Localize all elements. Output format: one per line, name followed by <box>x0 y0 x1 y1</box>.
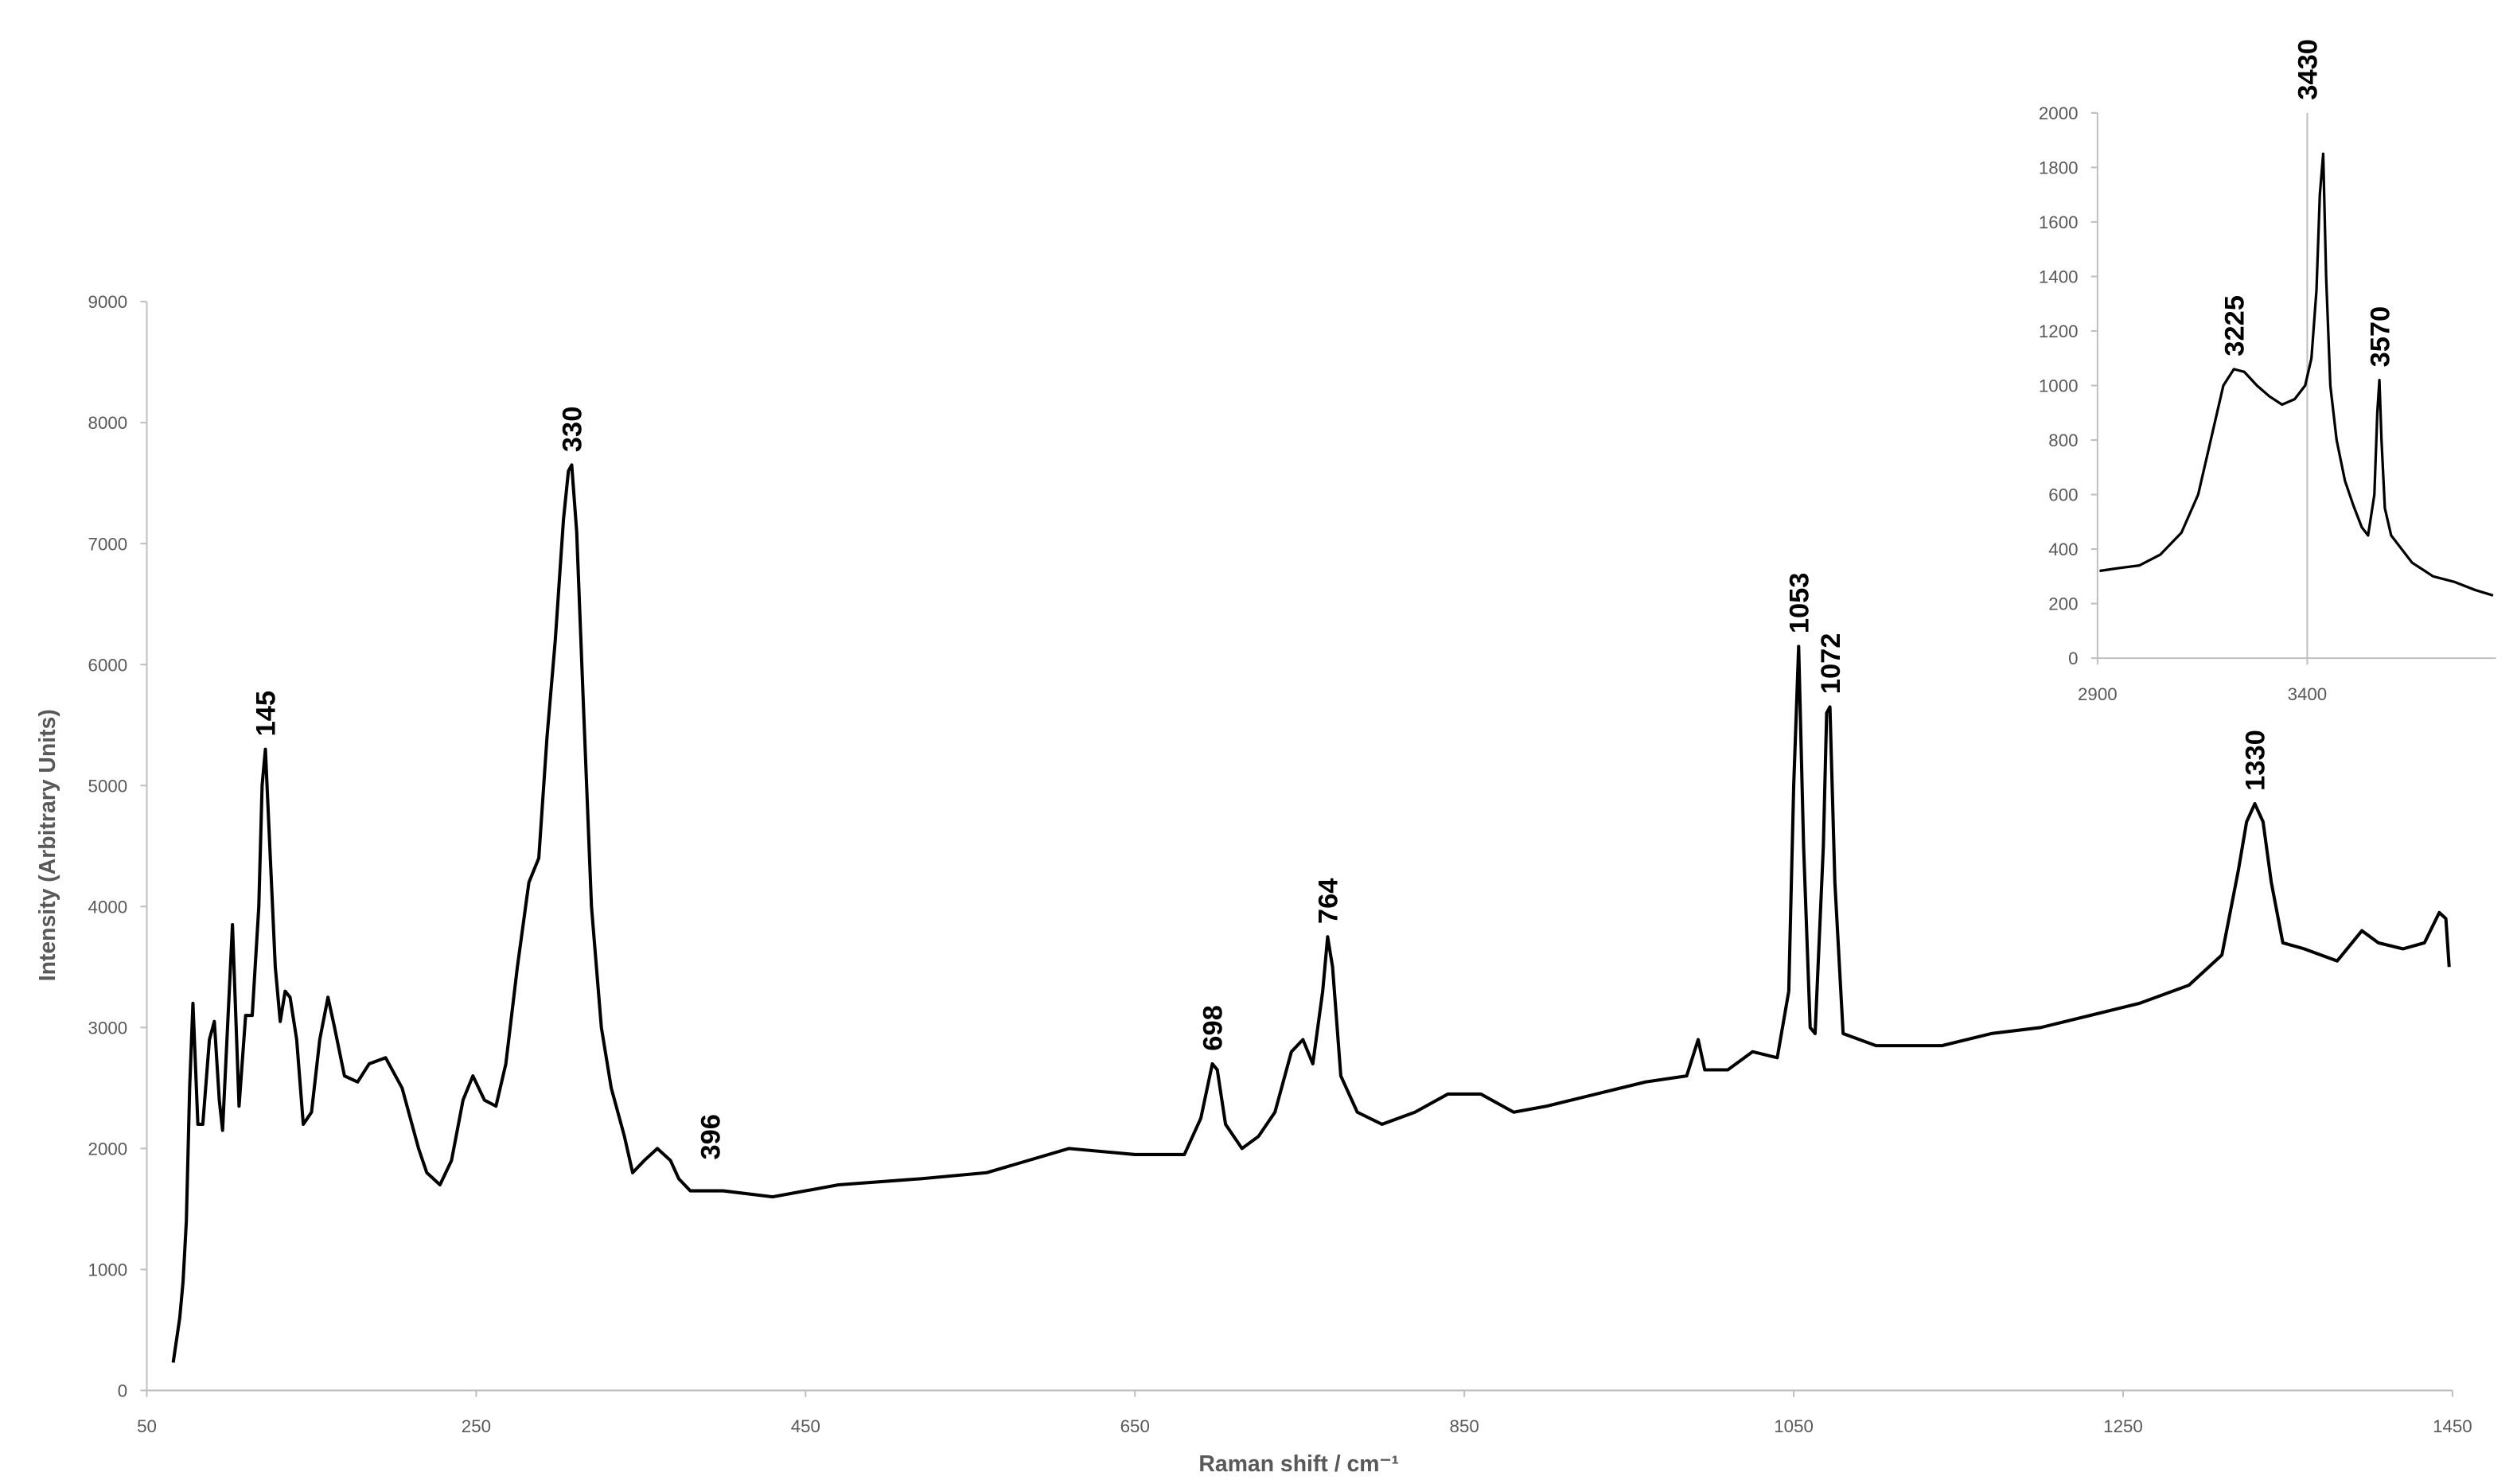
x-tick-label: 450 <box>791 1416 820 1436</box>
y-axis-title: Intensity (Arbitrary Units) <box>35 709 60 981</box>
y-tick-label: 2000 <box>88 1139 128 1159</box>
y-tick-label: 0 <box>118 1381 127 1401</box>
y-tick-label: 2000 <box>2039 103 2079 123</box>
x-tick-label: 50 <box>137 1416 157 1436</box>
y-tick-label: 9000 <box>88 292 128 312</box>
y-tick-label: 800 <box>2048 430 2078 450</box>
y-tick-label: 1000 <box>88 1260 128 1280</box>
y-tick-label: 1200 <box>2039 321 2079 341</box>
x-axis-title: Raman shift / cm⁻¹ <box>1198 1451 1399 1477</box>
peak-label: 145 <box>251 691 282 736</box>
y-tick-label: 1800 <box>2039 158 2079 178</box>
x-tick-label: 1250 <box>2103 1416 2143 1436</box>
y-tick-label: 200 <box>2048 594 2078 614</box>
peak-label: 330 <box>558 407 588 452</box>
x-tick-label: 1050 <box>1774 1416 1814 1436</box>
x-tick-label: 650 <box>1120 1416 1150 1436</box>
peak-label: 1053 <box>1784 573 1814 634</box>
x-tick-label: 3400 <box>2288 684 2328 704</box>
y-tick-label: 600 <box>2048 485 2078 505</box>
y-tick-label: 400 <box>2048 539 2078 559</box>
peak-label: 764 <box>1314 878 1344 924</box>
peak-label: 1330 <box>2241 730 2271 791</box>
spectrum-line <box>2099 152 2494 597</box>
x-tick-label: 850 <box>1450 1416 1479 1436</box>
peak-label: 1072 <box>1816 633 1846 695</box>
y-tick-label: 8000 <box>88 413 128 433</box>
x-tick-label: 2900 <box>2078 684 2118 704</box>
peak-label: 698 <box>1198 1005 1229 1050</box>
y-tick-label: 1000 <box>2039 376 2079 396</box>
y-tick-label: 4000 <box>88 897 128 917</box>
peak-label: 3570 <box>2365 306 2395 368</box>
y-tick-label: 3000 <box>88 1018 128 1038</box>
y-tick-label: 6000 <box>88 655 128 675</box>
y-tick-label: 0 <box>2068 649 2078 668</box>
y-tick-label: 1400 <box>2039 267 2079 287</box>
spectrum-line <box>171 463 2451 1363</box>
y-tick-label: 1600 <box>2039 212 2079 232</box>
peak-label: 3430 <box>2293 39 2324 100</box>
peak-label: 396 <box>695 1114 726 1159</box>
y-tick-label: 7000 <box>88 534 128 554</box>
x-tick-label: 1450 <box>2433 1416 2472 1436</box>
x-tick-label: 250 <box>462 1416 491 1436</box>
y-tick-label: 5000 <box>88 776 128 796</box>
peak-label: 3225 <box>2219 295 2250 356</box>
